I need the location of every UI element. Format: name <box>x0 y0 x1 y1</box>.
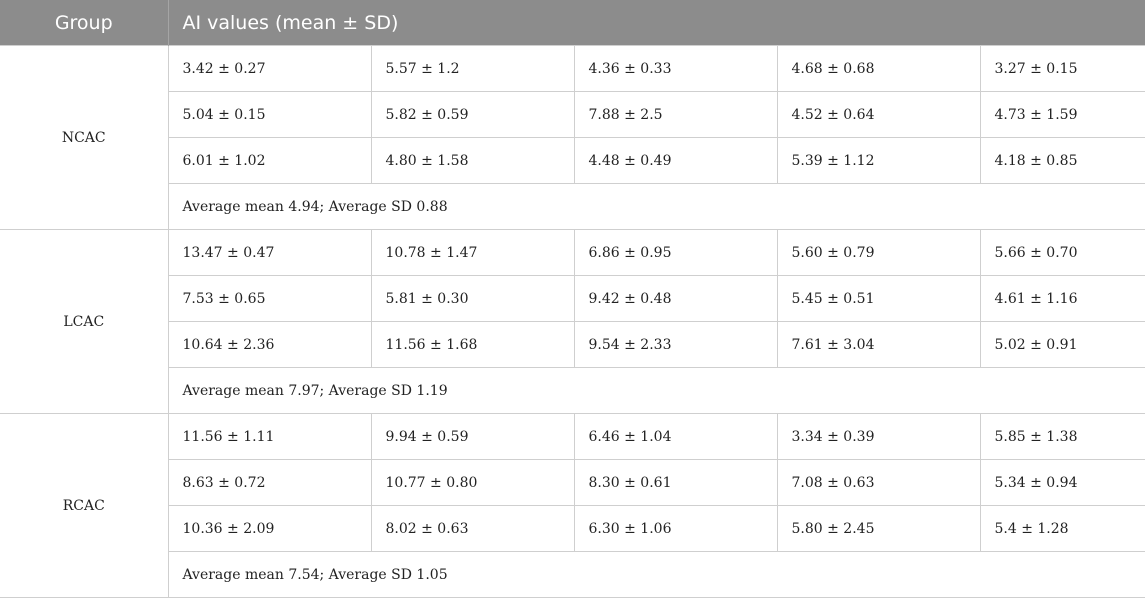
summary-row: Average mean 7.54; Average SD 1.05 <box>0 551 1145 598</box>
value-cell: 5.45 ± 0.51 <box>776 275 981 322</box>
value-cell: 7.53 ± 0.65 <box>167 275 372 322</box>
value-cell: 5.85 ± 1.38 <box>979 413 1145 460</box>
value-cell: 6.46 ± 1.04 <box>573 413 778 460</box>
table-row: LCAC 13.47 ± 0.47 10.78 ± 1.47 6.86 ± 0.95 5… <box>0 229 1145 414</box>
header-group: Group <box>0 0 169 46</box>
table-row: NCAC 3.42 ± 0.27 5.57 ± 1.2 4.36 ± 0.33 4.68… <box>0 45 1145 230</box>
value-cell: 9.42 ± 0.48 <box>573 275 778 322</box>
value-cell: 5.57 ± 1.2 <box>370 45 575 92</box>
value-cell: 8.02 ± 0.63 <box>370 505 575 552</box>
value-cell: 3.42 ± 0.27 <box>167 45 372 92</box>
value-cell: 6.01 ± 1.02 <box>167 137 372 184</box>
value-cell: 3.27 ± 0.15 <box>979 45 1145 92</box>
value-cell: 10.77 ± 0.80 <box>370 459 575 506</box>
value-cell: 4.73 ± 1.59 <box>979 91 1145 138</box>
value-cell: 4.61 ± 1.16 <box>979 275 1145 322</box>
summary-cell: Average mean 4.94; Average SD 0.88 <box>167 183 1145 230</box>
summary-row: Average mean 4.94; Average SD 0.88 <box>0 183 1145 230</box>
table-row: 8.63 ± 0.72 10.77 ± 0.80 8.30 ± 0.61 7.08 ±… <box>0 459 1145 506</box>
value-cell: 13.47 ± 0.47 <box>167 229 372 276</box>
value-cell: 4.80 ± 1.58 <box>370 137 575 184</box>
table-row: 10.64 ± 2.36 11.56 ± 1.68 9.54 ± 2.33 7.61 … <box>0 321 1145 368</box>
group-name-cell: RCAC <box>0 413 169 598</box>
header-ai-values: AI values (mean ± SD) <box>168 0 1145 46</box>
value-cell: 8.30 ± 0.61 <box>573 459 778 506</box>
value-cell: 10.78 ± 1.47 <box>370 229 575 276</box>
table-header: Group AI values (mean ± SD) <box>0 0 1145 46</box>
value-cell: 5.66 ± 0.70 <box>979 229 1145 276</box>
table-body: NCAC 3.42 ± 0.27 5.57 ± 1.2 4.36 ± 0.33 4.68… <box>0 45 1145 598</box>
table-row: 10.36 ± 2.09 8.02 ± 0.63 6.30 ± 1.06 5.80 ±… <box>0 505 1145 552</box>
value-cell: 4.48 ± 0.49 <box>573 137 778 184</box>
value-cell: 9.54 ± 2.33 <box>573 321 778 368</box>
value-cell: 5.81 ± 0.30 <box>370 275 575 322</box>
value-cell: 5.80 ± 2.45 <box>776 505 981 552</box>
header-row: Group AI values (mean ± SD) <box>0 0 1145 46</box>
value-cell: 10.64 ± 2.36 <box>167 321 372 368</box>
value-cell: 6.86 ± 0.95 <box>573 229 778 276</box>
table-row: RCAC 11.56 ± 1.11 9.94 ± 0.59 6.46 ± 1.04 3.… <box>0 413 1145 598</box>
value-cell: 7.61 ± 3.04 <box>776 321 981 368</box>
value-cell: 10.36 ± 2.09 <box>167 505 372 552</box>
summary-row: Average mean 7.97; Average SD 1.19 <box>0 367 1145 414</box>
table-row: 6.01 ± 1.02 4.80 ± 1.58 4.48 ± 0.49 5.39 ± … <box>0 137 1145 184</box>
value-cell: 11.56 ± 1.11 <box>167 413 372 460</box>
value-cell: 7.08 ± 0.63 <box>776 459 981 506</box>
summary-cell: Average mean 7.54; Average SD 1.05 <box>167 551 1145 598</box>
value-cell: 7.88 ± 2.5 <box>573 91 778 138</box>
table-row: 5.04 ± 0.15 5.82 ± 0.59 7.88 ± 2.5 4.52 ± 0… <box>0 91 1145 138</box>
value-cell: 5.4 ± 1.28 <box>979 505 1145 552</box>
value-cell: 5.04 ± 0.15 <box>167 91 372 138</box>
group-name-cell: LCAC <box>0 229 169 414</box>
value-cell: 4.18 ± 0.85 <box>979 137 1145 184</box>
value-cell: 4.68 ± 0.68 <box>776 45 981 92</box>
value-cell: 5.39 ± 1.12 <box>776 137 981 184</box>
value-cell: 5.02 ± 0.91 <box>979 321 1145 368</box>
value-cell: 3.34 ± 0.39 <box>776 413 981 460</box>
value-cell: 5.60 ± 0.79 <box>776 229 981 276</box>
value-cell: 9.94 ± 0.59 <box>370 413 575 460</box>
value-cell: 4.36 ± 0.33 <box>573 45 778 92</box>
value-cell: 5.82 ± 0.59 <box>370 91 575 138</box>
value-cell: 8.63 ± 0.72 <box>167 459 372 506</box>
value-cell: 4.52 ± 0.64 <box>776 91 981 138</box>
table-row: 7.53 ± 0.65 5.81 ± 0.30 9.42 ± 0.48 5.45 ± … <box>0 275 1145 322</box>
value-cell: 6.30 ± 1.06 <box>573 505 778 552</box>
group-name-cell: NCAC <box>0 45 169 230</box>
value-cell: 11.56 ± 1.68 <box>370 321 575 368</box>
summary-cell: Average mean 7.97; Average SD 1.19 <box>167 367 1145 414</box>
value-cell: 5.34 ± 0.94 <box>979 459 1145 506</box>
